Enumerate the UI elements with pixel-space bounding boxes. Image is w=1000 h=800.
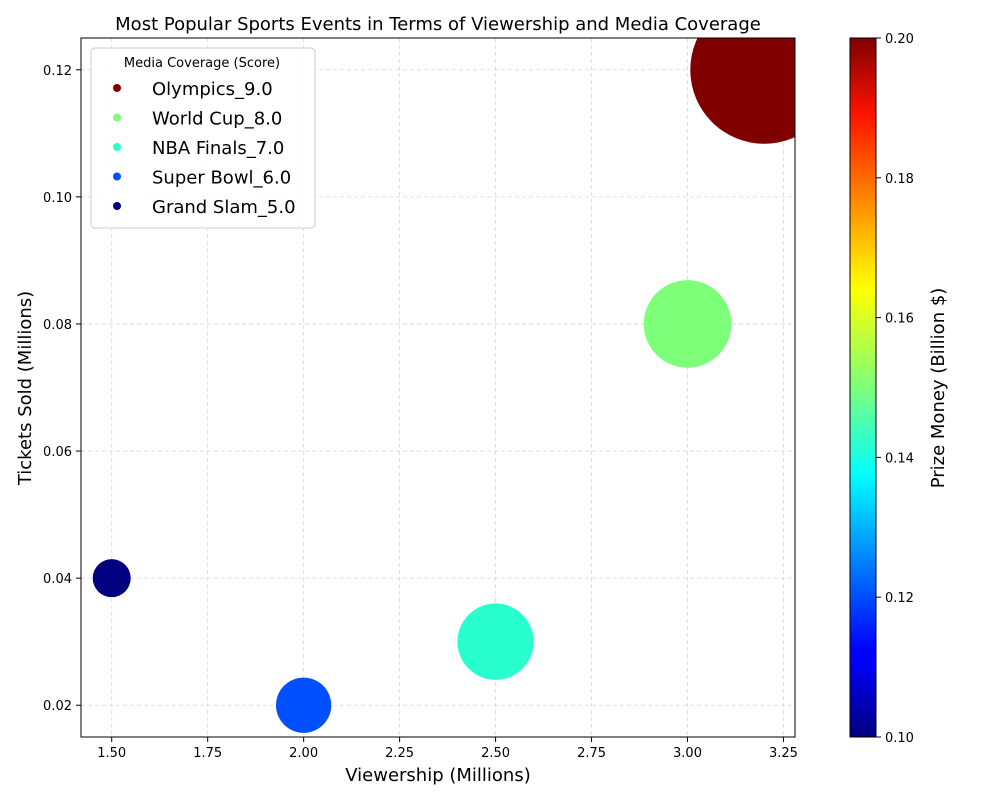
legend-title: Media Coverage (Score) — [124, 56, 280, 71]
legend-label: Grand Slam_5.0 — [152, 197, 296, 218]
x-tick-label: 2.75 — [577, 746, 606, 761]
y-tick-label: 0.08 — [43, 318, 72, 333]
colorbar-tick-label: 0.18 — [885, 172, 914, 187]
legend-marker — [113, 84, 121, 92]
y-tick-label: 0.02 — [43, 699, 72, 714]
y-axis-label: Tickets Sold (Millions) — [15, 291, 36, 486]
plot-frame — [80, 37, 796, 738]
colorbar-label: Prize Money (Billion $) — [928, 288, 949, 489]
x-tick-label: 2.25 — [385, 746, 414, 761]
data-point — [276, 677, 332, 733]
data-point — [457, 603, 534, 680]
colorbar-tick-label: 0.14 — [885, 451, 914, 466]
y-tick-label: 0.12 — [43, 64, 72, 79]
x-tick-label: 2.00 — [289, 746, 318, 761]
data-point — [690, 38, 795, 144]
colorbar-tick-label: 0.12 — [885, 591, 914, 606]
y-tick-label: 0.10 — [43, 191, 72, 206]
legend-label: Olympics_9.0 — [152, 79, 273, 100]
grid-lines — [81, 38, 795, 737]
x-tick-label: 3.00 — [673, 746, 702, 761]
legend-marker — [113, 143, 121, 151]
legend-label: World Cup_8.0 — [152, 109, 282, 130]
colorbar-tick-label: 0.20 — [885, 32, 914, 47]
data-point — [92, 559, 131, 598]
x-tick-label: 3.25 — [769, 746, 798, 761]
y-tick-label: 0.04 — [43, 572, 72, 587]
colorbar: 0.10 0.12 0.14 0.16 0.18 0.20 Prize Money (Bi… — [849, 32, 949, 746]
legend-marker — [113, 202, 121, 210]
legend-marker — [113, 113, 121, 122]
colorbar-tick-label: 0.16 — [885, 312, 914, 327]
legend-entries: Olympics_9.0 World Cup_8.0 NBA Finals_7.0 S… — [113, 79, 296, 218]
legend-label: Super Bowl_6.0 — [152, 168, 291, 189]
colorbar-ticks: 0.10 0.12 0.14 0.16 0.18 0.20 — [876, 32, 914, 746]
x-axis-ticks: 1.50 1.75 2.00 2.25 2.50 2.75 3.00 3.25 — [97, 737, 798, 761]
x-tick-label: 1.75 — [193, 746, 222, 761]
data-point — [643, 280, 732, 368]
chart-title: Most Popular Sports Events in Terms of V… — [115, 14, 761, 35]
colorbar-gradient — [849, 37, 877, 738]
legend-label: NBA Finals_7.0 — [152, 138, 284, 159]
x-tick-label: 2.50 — [481, 746, 510, 761]
y-tick-label: 0.06 — [43, 445, 72, 460]
y-axis-ticks: 0.02 0.04 0.06 0.08 0.10 0.12 — [43, 64, 81, 714]
x-tick-label: 1.50 — [97, 746, 126, 761]
legend-frame — [90, 47, 316, 229]
data-points — [92, 38, 795, 733]
legend-marker — [113, 172, 121, 181]
x-axis-label: Viewership (Millions) — [345, 765, 531, 786]
legend: Media Coverage (Score) Olympics_9.0 World… — [90, 47, 316, 229]
colorbar-tick-label: 0.10 — [885, 731, 914, 746]
